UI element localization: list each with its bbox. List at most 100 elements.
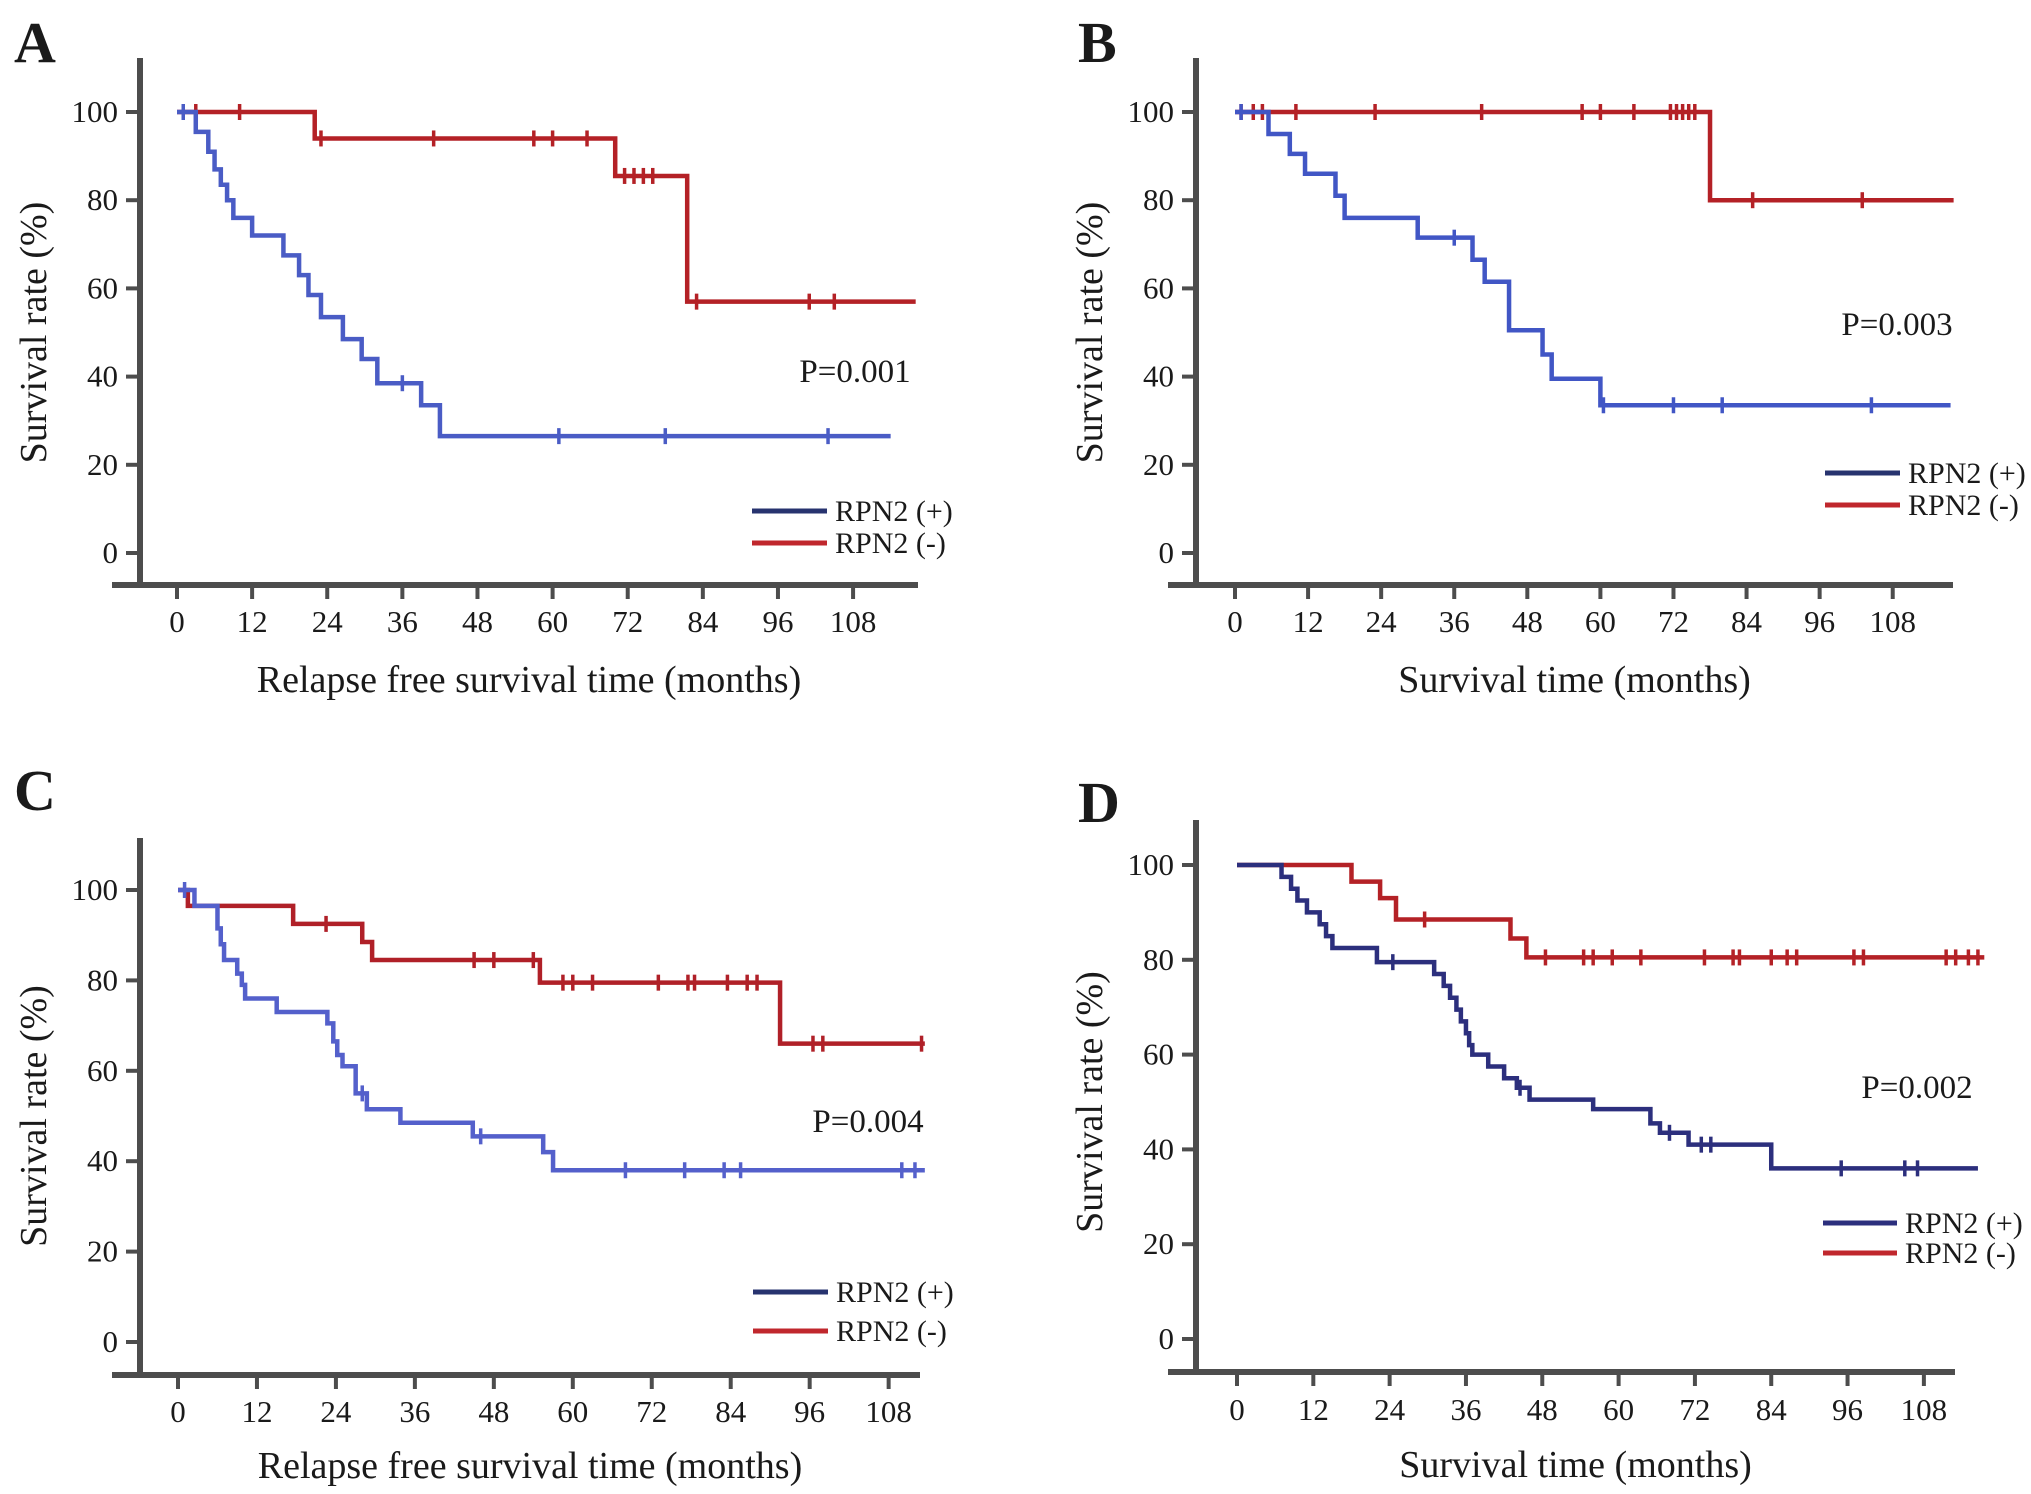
legend-label-rpn2-negative: RPN2 (-) [1905, 1237, 2016, 1270]
x-tick-label: 96 [794, 1394, 825, 1429]
x-tick-label: 96 [762, 604, 793, 639]
y-tick-label: 80 [87, 182, 118, 217]
x-tick-label: 96 [1804, 604, 1835, 639]
x-tick-label: 12 [241, 1394, 272, 1429]
y-tick-label: 20 [87, 1234, 118, 1269]
p-value-label: P=0.001 [799, 354, 910, 390]
panel-b: B 0 20 40 60 80 100 0 12 24 36 48 60 72 84 96 108 Surviva… [1069, 10, 2026, 701]
curve-rpn2-positive [1237, 862, 1978, 1171]
x-tick-label: 12 [237, 604, 268, 639]
panel-letter: C [14, 758, 56, 823]
panel-letter: B [1078, 10, 1117, 75]
y-tick-label: 100 [1128, 94, 1175, 129]
x-tick-label: 48 [1527, 1392, 1558, 1427]
y-tick-label: 20 [87, 447, 118, 482]
legend-label-rpn2-positive: RPN2 (+) [835, 495, 953, 528]
legend-label-rpn2-positive: RPN2 (+) [836, 1276, 954, 1309]
x-tick-label: 36 [387, 604, 418, 639]
y-tick-label: 20 [1143, 1226, 1174, 1261]
y-tick-label: 60 [1143, 1037, 1174, 1072]
curve-rpn2-positive [177, 109, 891, 439]
y-axis-title: Survival rate (%) [13, 202, 55, 464]
curve-rpn2-positive [178, 887, 925, 1173]
y-tick-label: 60 [1143, 270, 1174, 305]
x-tick-label: 72 [636, 1394, 667, 1429]
curve-rpn2-negative [1235, 109, 1954, 203]
x-tick-label: 84 [715, 1394, 747, 1429]
panel-c: C 0 20 40 60 80 100 0 12 24 36 48 60 72 84 96 108 Relapse… [13, 758, 954, 1487]
y-tick-label: 40 [87, 1143, 118, 1178]
curve-rpn2-negative [178, 887, 925, 1046]
p-value-label: P=0.002 [1861, 1070, 1972, 1106]
legend-label-rpn2-negative: RPN2 (-) [836, 1315, 947, 1348]
y-axis-title: Survival rate (%) [1069, 971, 1111, 1233]
y-tick-label: 0 [1159, 535, 1175, 570]
y-tick-label: 80 [1143, 182, 1174, 217]
x-tick-label: 108 [1901, 1392, 1948, 1427]
x-tick-label: 36 [399, 1394, 430, 1429]
y-tick-label: 100 [72, 872, 119, 907]
x-axis-title: Relapse free survival time (months) [258, 1445, 803, 1487]
legend-label-rpn2-positive: RPN2 (+) [1908, 457, 2026, 490]
x-tick-label: 36 [1450, 1392, 1481, 1427]
y-tick-label: 40 [1143, 359, 1174, 394]
x-tick-label: 0 [1229, 1392, 1245, 1427]
x-tick-label: 108 [1869, 604, 1916, 639]
x-axis-title: Survival time (months) [1399, 1444, 1752, 1486]
x-tick-label: 60 [537, 604, 568, 639]
y-axis-title: Survival rate (%) [13, 985, 55, 1247]
x-axis-title: Relapse free survival time (months) [257, 659, 802, 701]
x-tick-label: 36 [1439, 604, 1470, 639]
x-tick-label: 60 [1603, 1392, 1634, 1427]
curve-rpn2-negative [1237, 862, 1985, 960]
x-tick-label: 24 [1366, 604, 1398, 639]
curve-rpn2-negative [177, 109, 916, 304]
x-tick-label: 48 [462, 604, 493, 639]
x-tick-label: 48 [1512, 604, 1543, 639]
x-axis-title: Survival time (months) [1398, 659, 1751, 701]
x-tick-label: 84 [687, 604, 719, 639]
x-tick-label: 84 [1756, 1392, 1788, 1427]
y-tick-label: 0 [103, 535, 119, 570]
x-tick-label: 12 [1293, 604, 1324, 639]
x-tick-label: 108 [865, 1394, 912, 1429]
y-tick-label: 20 [1143, 447, 1174, 482]
y-tick-label: 60 [87, 1053, 118, 1088]
legend-label-rpn2-negative: RPN2 (-) [835, 527, 946, 560]
x-tick-label: 48 [478, 1394, 509, 1429]
y-tick-label: 80 [87, 962, 118, 997]
curve-rpn2-positive [1235, 109, 1951, 408]
panel-a: A 0 20 40 60 80 100 0 12 24 36 48 60 72 84 96 108 Relapse… [13, 10, 953, 701]
legend-label-rpn2-positive: RPN2 (+) [1905, 1207, 2023, 1240]
y-tick-label: 40 [87, 359, 118, 394]
panel-d: D 0 20 40 60 80 100 0 12 24 36 48 60 72 84 96 108 Surviva… [1069, 770, 2023, 1486]
x-tick-label: 72 [1658, 604, 1689, 639]
x-tick-label: 0 [170, 1394, 186, 1429]
x-tick-label: 60 [1585, 604, 1616, 639]
y-tick-label: 80 [1143, 942, 1174, 977]
panel-letter: D [1078, 770, 1120, 835]
y-tick-label: 0 [103, 1324, 119, 1359]
y-tick-label: 100 [72, 94, 119, 129]
x-tick-label: 0 [169, 604, 185, 639]
x-tick-label: 84 [1731, 604, 1763, 639]
p-value-label: P=0.004 [812, 1104, 923, 1140]
x-tick-label: 24 [1374, 1392, 1406, 1427]
x-tick-label: 108 [830, 604, 877, 639]
x-tick-label: 24 [320, 1394, 352, 1429]
legend-label-rpn2-negative: RPN2 (-) [1908, 489, 2019, 522]
y-tick-label: 40 [1143, 1131, 1174, 1166]
y-tick-label: 60 [87, 270, 118, 305]
y-axis-title: Survival rate (%) [1069, 202, 1111, 464]
x-tick-label: 72 [1679, 1392, 1710, 1427]
x-tick-label: 96 [1832, 1392, 1863, 1427]
x-tick-label: 72 [612, 604, 643, 639]
y-tick-label: 100 [1128, 847, 1175, 882]
panel-letter: A [14, 10, 56, 75]
x-tick-label: 60 [557, 1394, 588, 1429]
p-value-label: P=0.003 [1841, 307, 1952, 343]
x-tick-label: 12 [1298, 1392, 1329, 1427]
x-tick-label: 24 [312, 604, 344, 639]
